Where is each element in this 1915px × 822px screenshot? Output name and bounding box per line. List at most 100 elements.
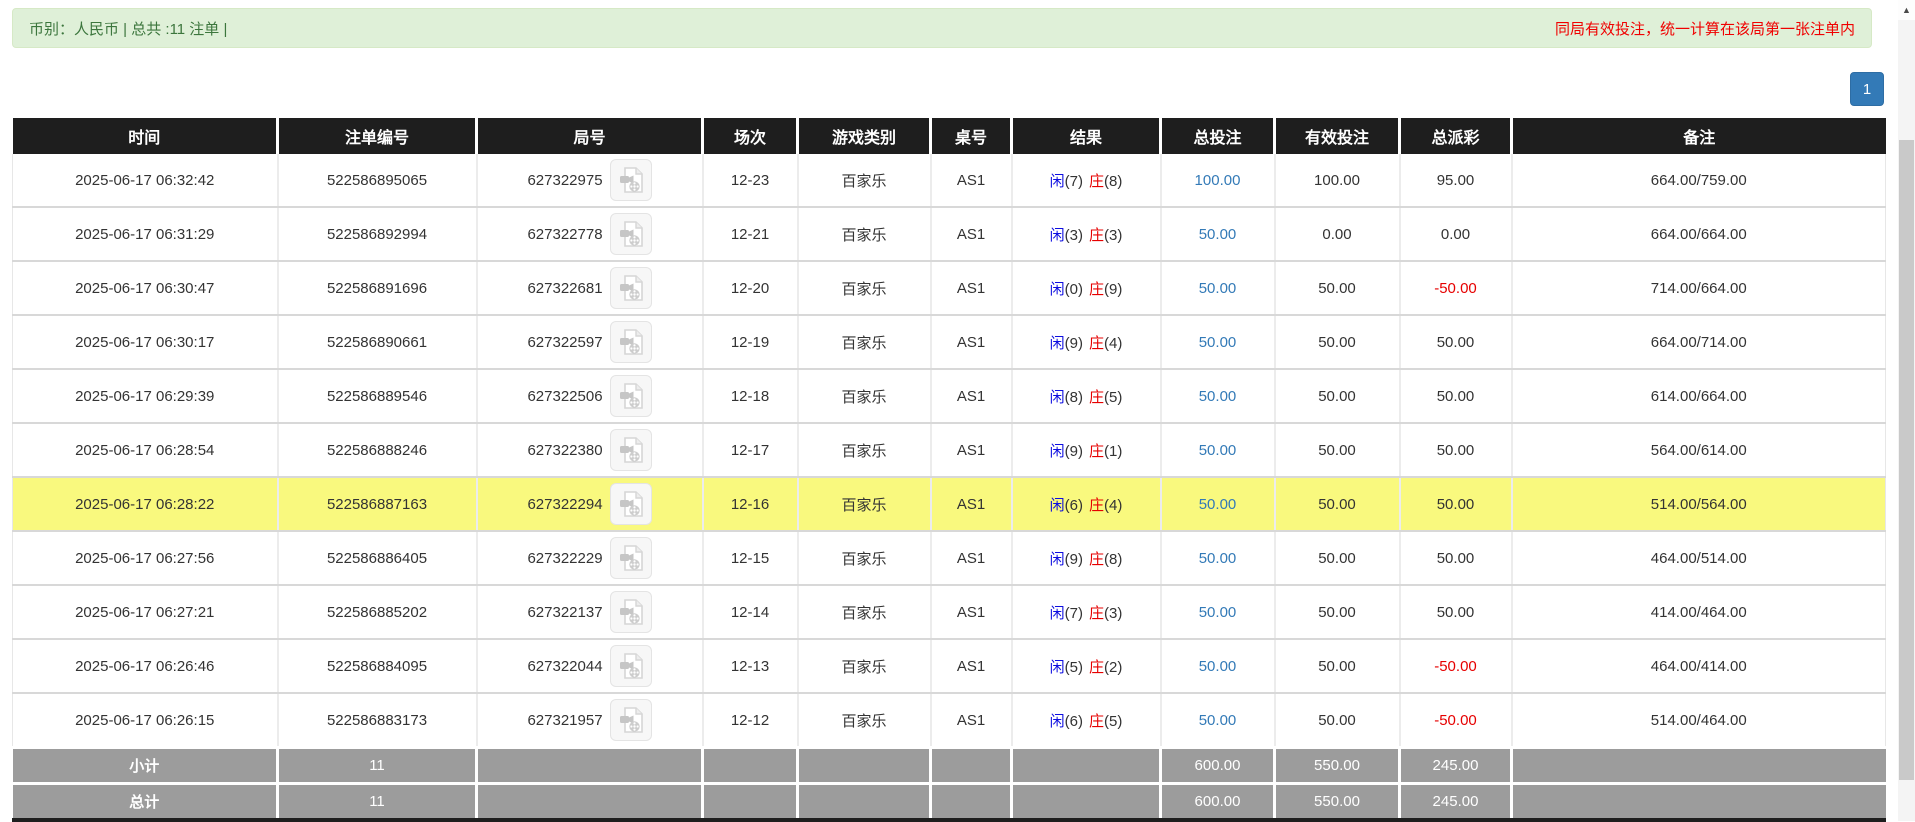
cell-game-type: 百家乐 [797, 585, 932, 640]
total-bet-link[interactable]: 50.00 [1198, 441, 1237, 459]
total-bet-link[interactable]: 50.00 [1198, 279, 1237, 297]
player-result-value: (5) [1064, 658, 1083, 676]
banker-result-label: 庄 [1089, 388, 1105, 406]
cell-payout: -50.00 [1399, 639, 1513, 694]
col-header-time: 时间 [12, 118, 279, 154]
cell-remark: 664.00/664.00 [1511, 207, 1886, 262]
round-number: 627322506 [527, 387, 603, 405]
cell-total-bet: 50.00 [1160, 315, 1276, 370]
scroll-up-button[interactable]: ▲ [1898, 0, 1915, 20]
subtotal-valid-bet: 550.00 [1274, 746, 1401, 784]
player-result-label: 闲 [1049, 604, 1065, 622]
cell-valid-bet: 50.00 [1274, 531, 1401, 586]
video-replay-button[interactable] [609, 483, 652, 525]
cell-round: 627322778 [476, 207, 704, 262]
cell-game-type: 百家乐 [797, 154, 932, 208]
banker-result-value: (4) [1104, 496, 1123, 514]
col-header-session: 场次 [702, 118, 799, 154]
cell-remark: 614.00/664.00 [1511, 369, 1886, 424]
table-row: 2025-06-17 06:32:42 522586895065 6273229… [12, 154, 1886, 208]
cell-round: 627322975 [476, 154, 704, 208]
round-number: 627322229 [527, 549, 603, 567]
total-bet-link[interactable]: 50.00 [1198, 495, 1237, 513]
scrollbar[interactable]: ▲ [1898, 0, 1915, 821]
player-result-value: (9) [1064, 550, 1083, 568]
video-replay-button[interactable] [609, 375, 652, 417]
video-replay-button[interactable] [609, 159, 652, 201]
cell-time: 2025-06-17 06:29:39 [12, 369, 279, 424]
cell-payout: 50.00 [1399, 477, 1513, 532]
total-bet-link[interactable]: 100.00 [1194, 171, 1241, 189]
video-replay-button[interactable] [609, 213, 652, 255]
cell-time: 2025-06-17 06:28:54 [12, 423, 279, 478]
banker-result-label: 庄 [1089, 334, 1105, 352]
video-replay-button[interactable] [609, 537, 652, 579]
total-bet-link[interactable]: 50.00 [1198, 549, 1237, 567]
cell-result: 闲(9) 庄(8) [1011, 531, 1162, 586]
video-replay-button[interactable] [609, 429, 652, 471]
player-result-label: 闲 [1049, 334, 1065, 352]
total-bet-link[interactable]: 50.00 [1198, 333, 1237, 351]
cell-table-no: AS1 [930, 207, 1013, 262]
video-file-icon [619, 599, 643, 625]
cell-table-no: AS1 [930, 531, 1013, 586]
subtotal-row: 小计 11 600.00 550.00 245.00 [12, 746, 1886, 784]
player-result-label: 闲 [1049, 442, 1065, 460]
cell-payout: -50.00 [1399, 693, 1513, 749]
total-bet-link[interactable]: 50.00 [1198, 711, 1237, 729]
cell-table-no: AS1 [930, 585, 1013, 640]
total-bet-link[interactable]: 50.00 [1198, 603, 1237, 621]
table-row: 2025-06-17 06:29:39 522586889546 6273225… [12, 369, 1886, 424]
cell-remark: 514.00/464.00 [1511, 693, 1886, 749]
cell-table-no: AS1 [930, 423, 1013, 478]
player-result-value: (9) [1064, 442, 1083, 460]
player-result-label: 闲 [1049, 496, 1065, 514]
total-bet-link[interactable]: 50.00 [1198, 657, 1237, 675]
cell-time: 2025-06-17 06:31:29 [12, 207, 279, 262]
video-replay-button[interactable] [609, 591, 652, 633]
cell-round: 627322229 [476, 531, 704, 586]
video-file-icon [619, 653, 643, 679]
cell-valid-bet: 50.00 [1274, 585, 1401, 640]
video-file-icon [619, 707, 643, 733]
video-file-icon [619, 545, 643, 571]
video-replay-button[interactable] [609, 321, 652, 363]
round-number: 627322975 [527, 171, 603, 189]
cell-bet-id: 522586890661 [277, 315, 478, 370]
banker-result-label: 庄 [1089, 226, 1105, 244]
round-number: 627322294 [527, 495, 603, 513]
total-bet-link[interactable]: 50.00 [1198, 225, 1237, 243]
player-result-value: (6) [1064, 496, 1083, 514]
player-result-value: (8) [1064, 388, 1083, 406]
table-row: 2025-06-17 06:27:56 522586886405 6273222… [12, 531, 1886, 586]
cell-table-no: AS1 [930, 477, 1013, 532]
page-1-button[interactable]: 1 [1850, 72, 1884, 106]
total-bet-link[interactable]: 50.00 [1198, 387, 1237, 405]
cell-round: 627321957 [476, 693, 704, 749]
cell-payout: 95.00 [1399, 154, 1513, 208]
banker-result-value: (5) [1104, 712, 1123, 730]
cell-bet-id: 522586884095 [277, 639, 478, 694]
banker-result-value: (9) [1104, 280, 1123, 298]
grand-total-label: 总计 [12, 782, 279, 818]
cell-result: 闲(5) 庄(2) [1011, 639, 1162, 694]
banker-result-label: 庄 [1089, 712, 1105, 730]
cell-game-type: 百家乐 [797, 639, 932, 694]
col-header-game-type: 游戏类别 [797, 118, 932, 154]
cell-session: 12-18 [702, 369, 799, 424]
cell-round: 627322380 [476, 423, 704, 478]
grand-total-row: 总计 11 600.00 550.00 245.00 [12, 782, 1886, 818]
banker-result-value: (3) [1104, 604, 1123, 622]
scrollbar-thumb[interactable] [1899, 140, 1914, 780]
video-replay-button[interactable] [609, 699, 652, 741]
cell-table-no: AS1 [930, 261, 1013, 316]
banker-result-value: (2) [1104, 658, 1123, 676]
video-replay-button[interactable] [609, 645, 652, 687]
bet-records-table-wrap: 时间 注单编号 局号 场次 游戏类别 桌号 结果 总投注 有效投注 总派彩 备注… [12, 118, 1886, 822]
video-replay-button[interactable] [609, 267, 652, 309]
cell-remark: 414.00/464.00 [1511, 585, 1886, 640]
col-header-table-no: 桌号 [930, 118, 1013, 154]
cell-round: 627322506 [476, 369, 704, 424]
table-bottom-border [12, 818, 1886, 822]
cell-time: 2025-06-17 06:28:22 [12, 477, 279, 532]
